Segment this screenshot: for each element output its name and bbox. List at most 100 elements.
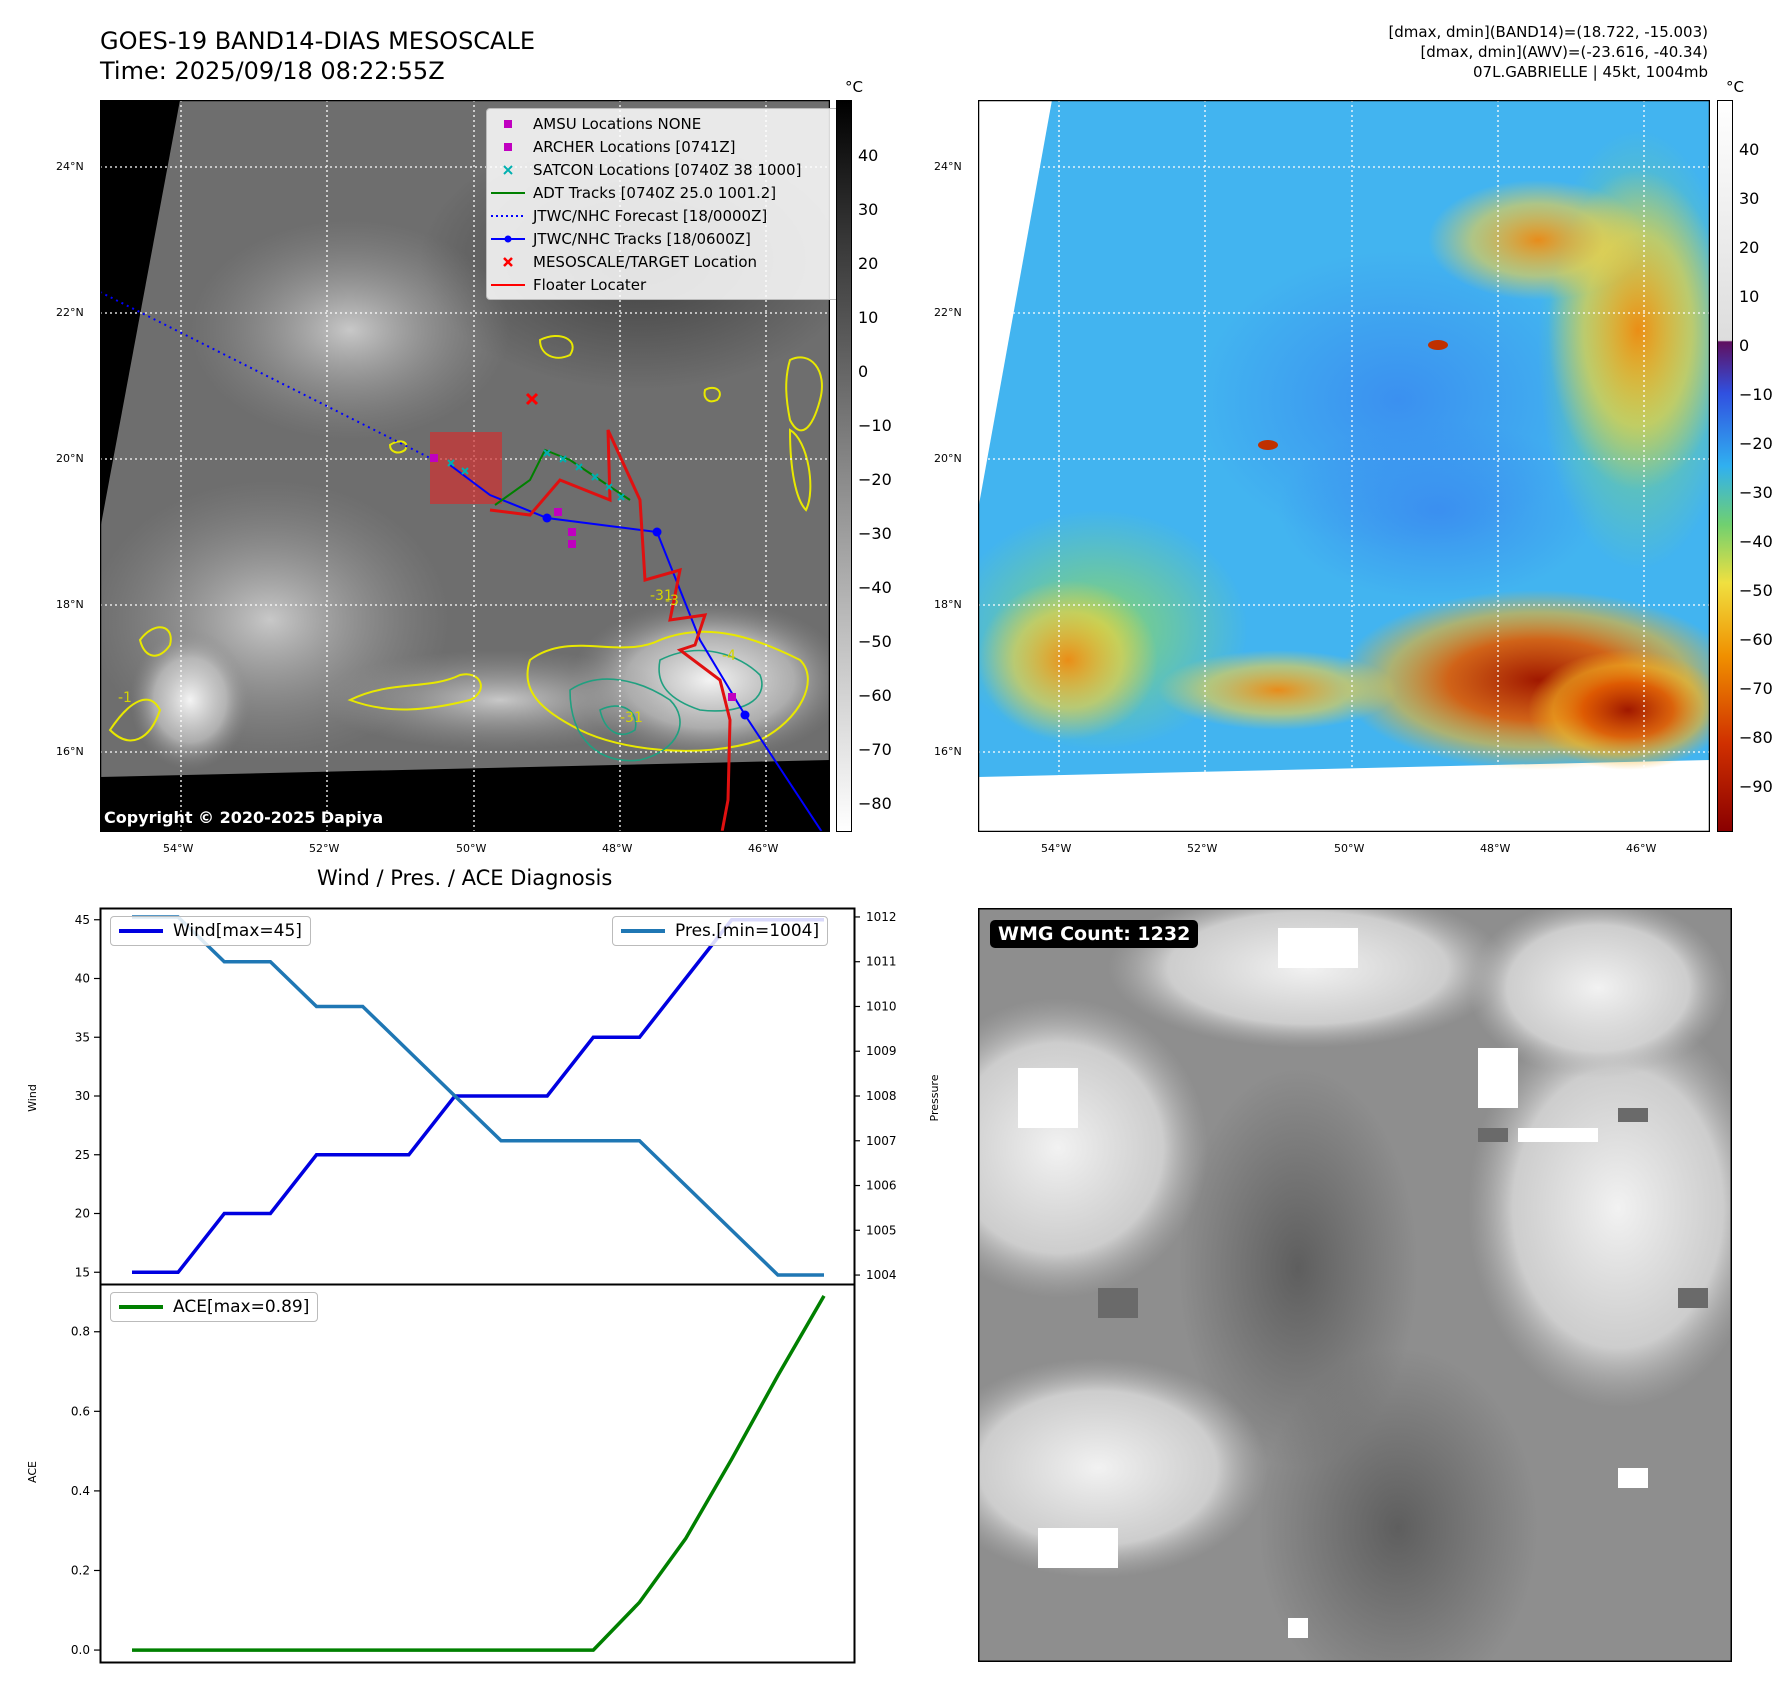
grayscale-colorbar: [836, 100, 852, 832]
wmg-count-badge: WMG Count: 1232: [990, 920, 1199, 948]
tick-label: 30: [75, 1089, 90, 1103]
info-line-1: [dmax, dmin](BAND14)=(18.722, -15.003): [1388, 23, 1708, 41]
wind-line-icon: [119, 929, 163, 933]
storm-info: [dmax, dmin](BAND14)=(18.722, -15.003) […: [1388, 22, 1708, 82]
satcon-markers: [447, 449, 625, 501]
colorbar-tick: 10: [858, 308, 879, 327]
colorbar-tick: −30: [1739, 483, 1773, 502]
wmg-view: [978, 908, 1732, 1662]
lon-label: 54°W: [1041, 842, 1072, 855]
colorbar-tick: −60: [858, 686, 892, 705]
forecast-track: [100, 291, 431, 459]
floater-track: [489, 429, 732, 832]
contour-label: -1: [118, 690, 132, 706]
legend-item-forecast: JTWC/NHC Forecast [18/0000Z]: [491, 204, 835, 227]
map-frame: [100, 100, 830, 832]
info-line-3: 07L.GABRIELLE | 45kt, 1004mb: [1473, 63, 1708, 81]
colorbar-tick: 40: [858, 146, 879, 165]
lon-label: 46°W: [748, 842, 779, 855]
ace-axis-label: ACE: [26, 1461, 39, 1483]
deep-convection-contours: [569, 649, 763, 762]
ace-series-line: [132, 1295, 826, 1652]
legend-item-tracks: JTWC/NHC Tracks [18/0600Z]: [491, 227, 835, 250]
colorbar-tick: 10: [1739, 287, 1760, 306]
tick-label: 25: [75, 1148, 90, 1162]
legend-item-target: MESOSCALE/TARGET Location: [491, 250, 835, 273]
legend-item-amsu: AMSU Locations NONE: [491, 112, 835, 135]
pressure-series-line: [132, 915, 824, 1277]
awv-map: [978, 100, 1710, 832]
track-point: [652, 527, 662, 537]
tick-label: 1011: [866, 955, 897, 969]
tick-label: 1005: [866, 1223, 897, 1237]
colorbar-tick: 40: [1739, 140, 1760, 159]
tick-label: 1004: [866, 1268, 897, 1282]
map-frame: [978, 100, 1710, 832]
lon-label: 46°W: [1626, 842, 1657, 855]
colorbar-tick: −40: [1739, 532, 1773, 551]
square-marker-icon: [491, 117, 525, 131]
contour-label-group: -31 -4 -1 -31 -3: [118, 588, 736, 726]
tick-label: 1006: [866, 1179, 897, 1193]
awv-colorbar: [1717, 100, 1733, 832]
pressure-y-axis: 1012 1011 1010 1009 1008 1007 1006 1005 1004: [854, 910, 897, 1282]
x-marker-icon: [491, 163, 525, 177]
wmg-frame: [978, 908, 1732, 1662]
lon-label: 50°W: [456, 842, 487, 855]
colorbar-tick: 30: [1739, 189, 1760, 208]
colorbar-tick: −50: [1739, 581, 1773, 600]
bright-pixels: [1018, 928, 1648, 1638]
lat-label: 20°N: [934, 452, 962, 465]
colorbar-tick: 0: [1739, 336, 1750, 355]
colorbar-tick: −80: [858, 794, 892, 813]
tick-label: 1012: [866, 910, 897, 924]
tick-label: 0.2: [71, 1563, 90, 1577]
lat-label: 16°N: [56, 745, 84, 758]
colorbar-tick: −20: [858, 470, 892, 489]
colorbar-tick: 0: [858, 362, 869, 381]
lat-label: 22°N: [934, 306, 962, 319]
pressure-legend-label: Pres.[min=1004]: [675, 921, 820, 941]
colorbar-tick: −20: [1739, 434, 1773, 453]
ace-legend: ACE[max=0.89]: [110, 1292, 319, 1322]
lon-label: 48°W: [602, 842, 633, 855]
contour-label: -31: [620, 710, 643, 726]
tick-label: 0.8: [71, 1325, 90, 1339]
lat-label: 22°N: [56, 306, 84, 319]
wind-series-line: [132, 918, 824, 1275]
tick-label: 45: [75, 913, 90, 927]
colorbar-unit: °C: [845, 78, 863, 96]
archer-markers: [430, 454, 736, 701]
wind-axis-label: Wind: [26, 1084, 39, 1112]
lat-label: 24°N: [56, 160, 84, 173]
square-marker-icon: [491, 140, 525, 154]
lon-label: 50°W: [1334, 842, 1365, 855]
legend-item-floater: Floater Locater: [491, 273, 835, 296]
colorbar-tick: −30: [858, 524, 892, 543]
lat-label: 24°N: [934, 160, 962, 173]
title-line-2: Time: 2025/09/18 08:22:55Z: [100, 57, 445, 85]
tick-label: 0.0: [71, 1643, 90, 1657]
lat-label: 20°N: [56, 452, 84, 465]
dark-pixels: [1098, 1108, 1708, 1318]
colorbar-tick: −40: [858, 578, 892, 597]
ace-plot-frame: [99, 1283, 856, 1664]
tick-label: 0.6: [71, 1404, 90, 1418]
tick-label: 1008: [866, 1089, 897, 1103]
line-icon: [491, 278, 525, 292]
colorbar-tick: −70: [1739, 679, 1773, 698]
dotted-line-icon: [491, 209, 525, 223]
diagnosis-title: Wind / Pres. / ACE Diagnosis: [317, 866, 613, 890]
track-point: [542, 513, 552, 523]
colorbar-tick: −70: [858, 740, 892, 759]
info-line-2: [dmax, dmin](AWV)=(-23.616, -40.34): [1420, 43, 1708, 61]
figure-title: GOES-19 BAND14-DIAS MESOSCALE Time: 2025…: [100, 26, 535, 86]
mesoscale-box: [430, 432, 502, 504]
tick-label: 15: [75, 1265, 90, 1279]
map-legend: AMSU Locations NONE ARCHER Locations [07…: [486, 108, 840, 300]
wind-legend-label: Wind[max=45]: [173, 921, 302, 941]
tick-label: 35: [75, 1030, 90, 1044]
lon-label: 52°W: [309, 842, 340, 855]
wind-legend: Wind[max=45]: [110, 916, 311, 946]
